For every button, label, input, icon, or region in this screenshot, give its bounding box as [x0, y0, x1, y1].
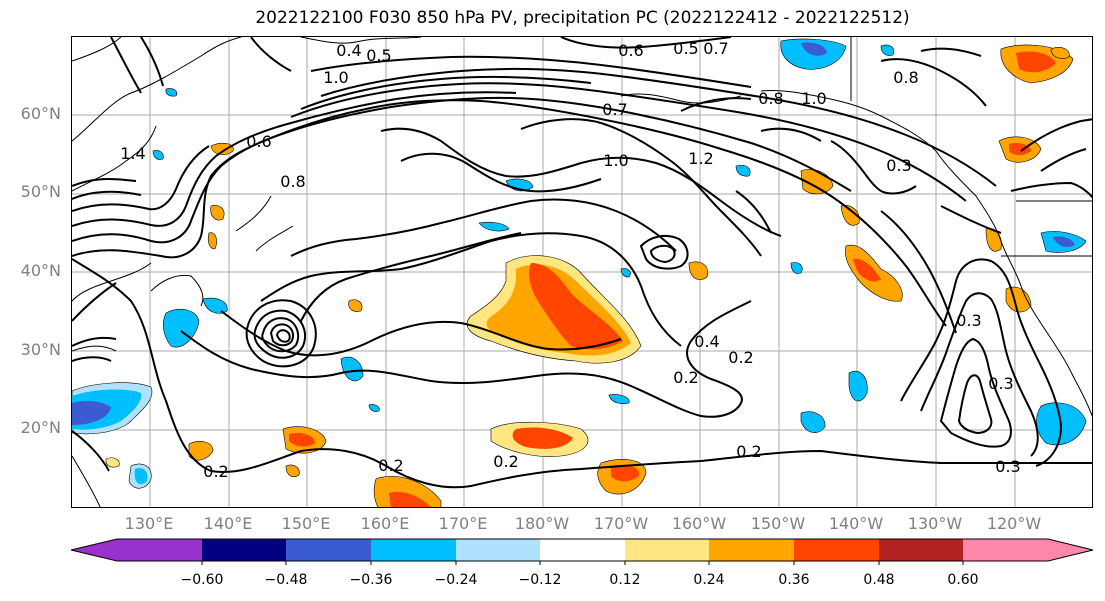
contour-label: 0.5 [673, 39, 698, 58]
contour-label: 0.2 [736, 442, 761, 461]
colorbar-cell [456, 539, 540, 561]
lon-label-150w: 150°W [750, 514, 806, 533]
map-panel: 0.2 0.2 0.2 0.2 0.2 0.2 0.3 0.3 0.3 0.3 … [71, 36, 1093, 508]
colorbar-tick-label: 0.36 [778, 572, 810, 588]
contour-label: 1.2 [688, 149, 713, 168]
contour-label: 0.8 [280, 172, 305, 191]
colorbar-tick-label: 0.12 [609, 572, 641, 588]
colorbar-tick-label: −0.24 [434, 572, 478, 588]
lat-label-30n: 30°N [20, 340, 61, 359]
lon-label-150e: 150°E [281, 514, 331, 533]
colorbar-tick-label: 0.24 [693, 572, 725, 588]
contour-label: 1.4 [120, 144, 145, 163]
contour-label: 0.8 [758, 89, 783, 108]
contour-label: 0.7 [703, 39, 728, 58]
contour-label: 0.7 [602, 100, 627, 119]
colorbar-cell [202, 539, 286, 561]
lon-label-180w: 180°W [514, 514, 570, 533]
contour-label: 0.2 [493, 452, 518, 471]
contour-label: 0.4 [336, 41, 361, 60]
contour-label: 0.3 [956, 311, 981, 330]
colorbar-cell [794, 539, 879, 561]
colorbar-cell [117, 539, 202, 561]
lon-label-160e: 160°E [360, 514, 410, 533]
pv-contours [72, 37, 1092, 489]
colorbar-cell [540, 539, 625, 561]
colorbar-tick-label: −0.60 [180, 572, 224, 588]
colorbar-cell [963, 539, 1048, 561]
colorbar-cell [709, 539, 794, 561]
lat-label-60n: 60°N [20, 104, 61, 123]
contour-label: 0.2 [673, 368, 698, 387]
lat-label-50n: 50°N [20, 182, 61, 201]
contour-label: 0.8 [893, 68, 918, 87]
lon-label-140e: 140°E [203, 514, 253, 533]
colorbar-ticks [201, 561, 964, 565]
colorbar-tick-label: −0.12 [518, 572, 562, 588]
contour-label: 0.3 [988, 374, 1013, 393]
contour-label: 1.0 [323, 68, 348, 87]
colorbar-cell [879, 539, 963, 561]
contour-labels: 0.2 0.2 0.2 0.2 0.2 0.2 0.3 0.3 0.3 0.3 … [120, 39, 1020, 481]
lon-label-160w: 160°W [671, 514, 727, 533]
colorbar-cell [625, 539, 709, 561]
contour-label: 0.3 [995, 457, 1020, 476]
lon-label-120w: 120°W [986, 514, 1042, 533]
colorbar-tick-label: −0.36 [349, 572, 393, 588]
colorbar-cell [71, 539, 117, 561]
contour-label: 0.2 [203, 462, 228, 481]
lon-label-130w: 130°W [907, 514, 963, 533]
colorbar-cell [1048, 539, 1093, 561]
lon-label-140w: 140°W [828, 514, 884, 533]
lon-label-130e: 130°E [124, 514, 174, 533]
contour-label: 0.4 [694, 332, 719, 351]
map-canvas: 0.2 0.2 0.2 0.2 0.2 0.2 0.3 0.3 0.3 0.3 … [72, 37, 1092, 507]
contour-label: 0.5 [366, 46, 391, 65]
colorbar-tick-label: 0.60 [947, 572, 979, 588]
lon-label-170w: 170°W [593, 514, 649, 533]
map-title: 2022122100 F030 850 hPa PV, precipitatio… [255, 8, 910, 28]
lat-label-40n: 40°N [20, 261, 61, 280]
colorbar-cell [371, 539, 456, 561]
colorbar-tick-label: −0.48 [264, 572, 308, 588]
contour-label: 0.2 [728, 348, 753, 367]
colorbar-cell [286, 539, 371, 561]
contour-label: 1.0 [801, 89, 826, 108]
contour-label: 1.0 [603, 151, 628, 170]
contour-label: 0.3 [886, 156, 911, 175]
contour-label: 0.6 [246, 132, 271, 151]
lat-label-20n: 20°N [20, 418, 61, 437]
precip-shading [72, 38, 1087, 507]
colorbar-strip [70, 538, 1094, 565]
contour-label: 0.2 [378, 456, 403, 475]
contour-label: 0.6 [618, 41, 643, 60]
colorbar-outline [70, 538, 1094, 562]
colorbar-tick-label: 0.48 [863, 572, 895, 588]
lon-label-170e: 170°E [438, 514, 488, 533]
